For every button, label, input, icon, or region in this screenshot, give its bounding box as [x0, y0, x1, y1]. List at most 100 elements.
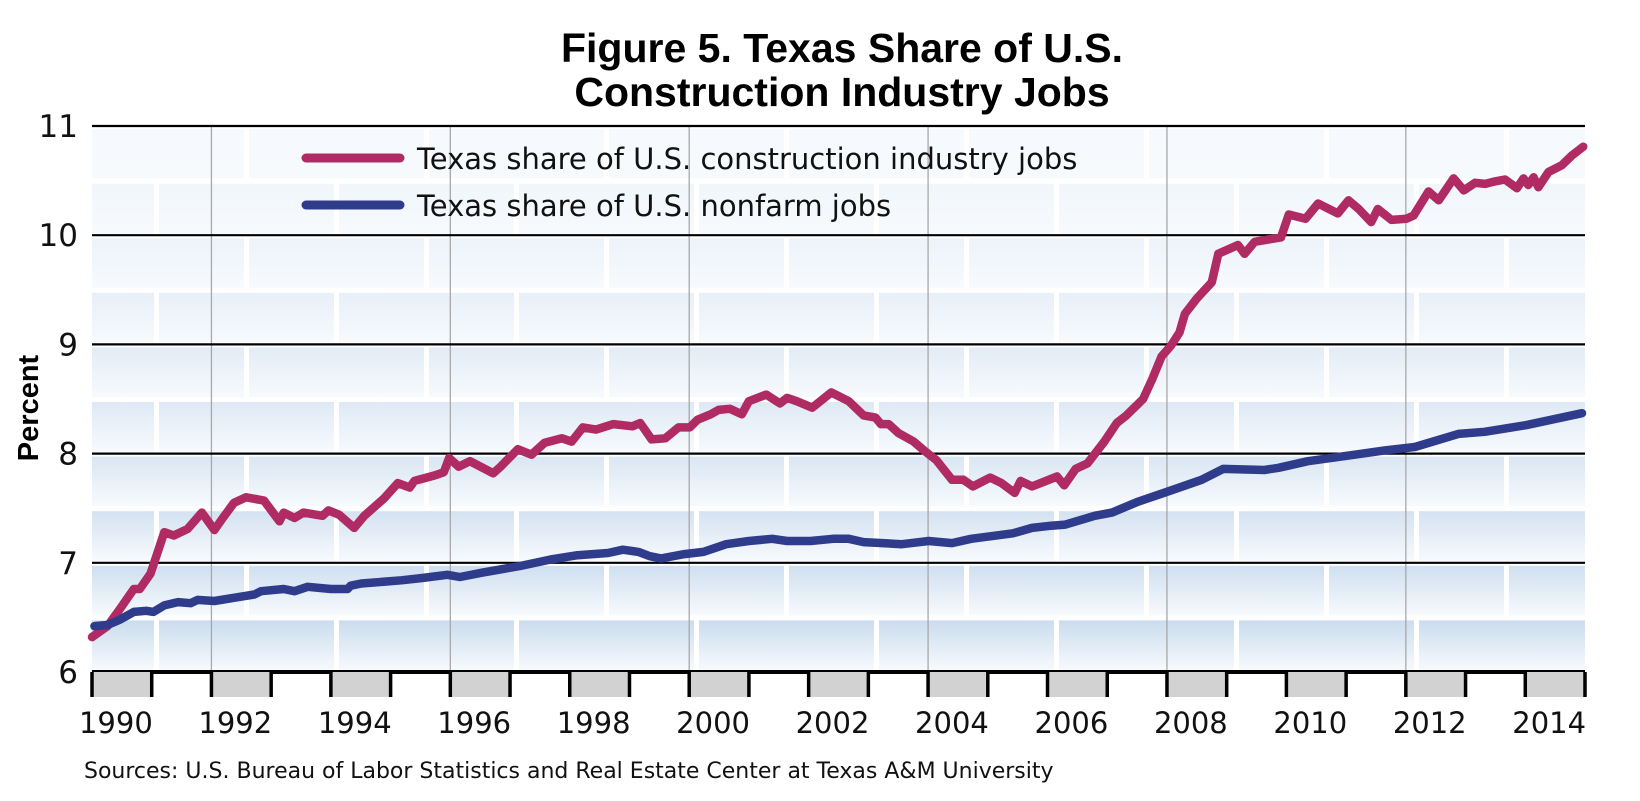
x-tick-labels: 1990 1992 1994 1996 1998 2000 2002 2004 2006 2008…	[79, 706, 1586, 740]
legend-label-construction: Texas share of U.S. construction industr…	[416, 142, 1077, 176]
year-band	[928, 672, 988, 697]
y-tick-label: 8	[58, 437, 78, 473]
y-tick-label: 10	[39, 218, 78, 254]
x-tick-label: 1992	[198, 706, 272, 740]
year-band	[1047, 672, 1108, 697]
background-brick	[789, 129, 964, 179]
background-brick	[249, 238, 424, 288]
x-tick-label: 2002	[796, 706, 870, 740]
background-brick	[1329, 565, 1504, 616]
background-brick	[1329, 238, 1504, 288]
background-brick	[1059, 292, 1234, 343]
year-band	[450, 672, 511, 697]
legend-label-nonfarm: Texas share of U.S. nonfarm jobs	[416, 189, 891, 223]
background-brick	[789, 238, 964, 288]
background-brick	[92, 511, 154, 561]
series-line-construction	[87, 142, 1588, 642]
x-tick-label: 2010	[1273, 706, 1347, 740]
background-brick	[1149, 129, 1324, 179]
x-tick-label: 1998	[557, 706, 631, 740]
background-brick	[249, 347, 424, 397]
background-brick	[1419, 292, 1585, 343]
background-brick	[609, 347, 784, 397]
year-band	[1525, 672, 1585, 697]
y-axis-label: Percent	[13, 354, 45, 461]
background-brick	[339, 620, 514, 670]
background-brick	[339, 292, 514, 343]
background-brick	[159, 292, 334, 343]
background-brick	[969, 238, 1144, 288]
background-brick	[969, 347, 1144, 397]
x-tick-label: 1990	[79, 706, 153, 740]
background-brick	[1329, 456, 1504, 507]
background-brick	[519, 183, 694, 234]
chart-title-line-2: Construction Industry Jobs	[574, 69, 1109, 115]
background-brick	[609, 565, 784, 616]
background-brick	[159, 620, 334, 670]
background-brick	[969, 565, 1144, 616]
background-brick	[1329, 347, 1504, 397]
source-note: Sources: U.S. Bureau of Labor Statistics…	[84, 759, 1054, 784]
background-brick	[92, 292, 154, 343]
x-tick-label: 2012	[1393, 706, 1467, 740]
background-brick	[879, 292, 1054, 343]
y-tick-label: 6	[58, 655, 78, 691]
background-brick	[92, 456, 244, 507]
x-tick-label: 2008	[1154, 706, 1228, 740]
chart-title-line-1: Figure 5. Texas Share of U.S.	[561, 25, 1123, 71]
background-brick	[92, 183, 154, 234]
year-band	[330, 672, 391, 697]
background-brick	[879, 402, 1054, 452]
x-tick-label: 1996	[437, 706, 511, 740]
background-brick	[519, 292, 694, 343]
background-brick	[879, 620, 1054, 670]
background-brick	[1329, 129, 1504, 179]
background-brick	[1239, 620, 1414, 670]
background-brick	[1509, 347, 1585, 397]
background-brick	[339, 511, 514, 561]
series-lines	[87, 142, 1588, 642]
series-line-nonfarm	[90, 408, 1587, 631]
year-band	[808, 672, 869, 697]
background-brick	[1239, 402, 1414, 452]
background-brick	[609, 238, 784, 288]
background-brick	[159, 402, 334, 452]
background-brick	[92, 347, 244, 397]
year-band	[92, 672, 152, 697]
background-brick	[1509, 238, 1585, 288]
x-tick-label: 2014	[1512, 706, 1586, 740]
y-tick-label: 9	[58, 327, 78, 363]
background-brick	[1509, 456, 1585, 507]
year-band	[569, 672, 630, 697]
background-brick	[1239, 292, 1414, 343]
x-tick-label: 2004	[915, 706, 989, 740]
background-brick	[429, 238, 604, 288]
x-axis-year-bands	[90, 672, 1587, 697]
background-brick	[92, 402, 154, 452]
background-brick	[429, 347, 604, 397]
background-brick	[1059, 183, 1234, 234]
background-brick	[699, 292, 874, 343]
background-brick	[1149, 565, 1324, 616]
background-brick	[429, 129, 604, 179]
background-brick	[339, 402, 514, 452]
background-brick	[1509, 565, 1585, 616]
background-brick	[1419, 620, 1585, 670]
y-tick-label: 11	[39, 109, 78, 145]
background-brick	[1239, 511, 1414, 561]
x-tick-label: 2000	[676, 706, 750, 740]
background-brick	[159, 511, 334, 561]
x-tick-label: 1994	[318, 706, 392, 740]
year-band	[1286, 672, 1347, 697]
background-brick	[92, 238, 244, 288]
year-band	[1166, 672, 1227, 697]
background-brick	[789, 347, 964, 397]
y-tick-label: 7	[58, 546, 78, 582]
background-brick	[92, 129, 244, 179]
background-brick	[879, 183, 1054, 234]
legend: Texas share of U.S. construction industr…	[301, 142, 1077, 223]
background-brick	[609, 129, 784, 179]
year-band	[211, 672, 272, 697]
background-brick	[1419, 511, 1585, 561]
